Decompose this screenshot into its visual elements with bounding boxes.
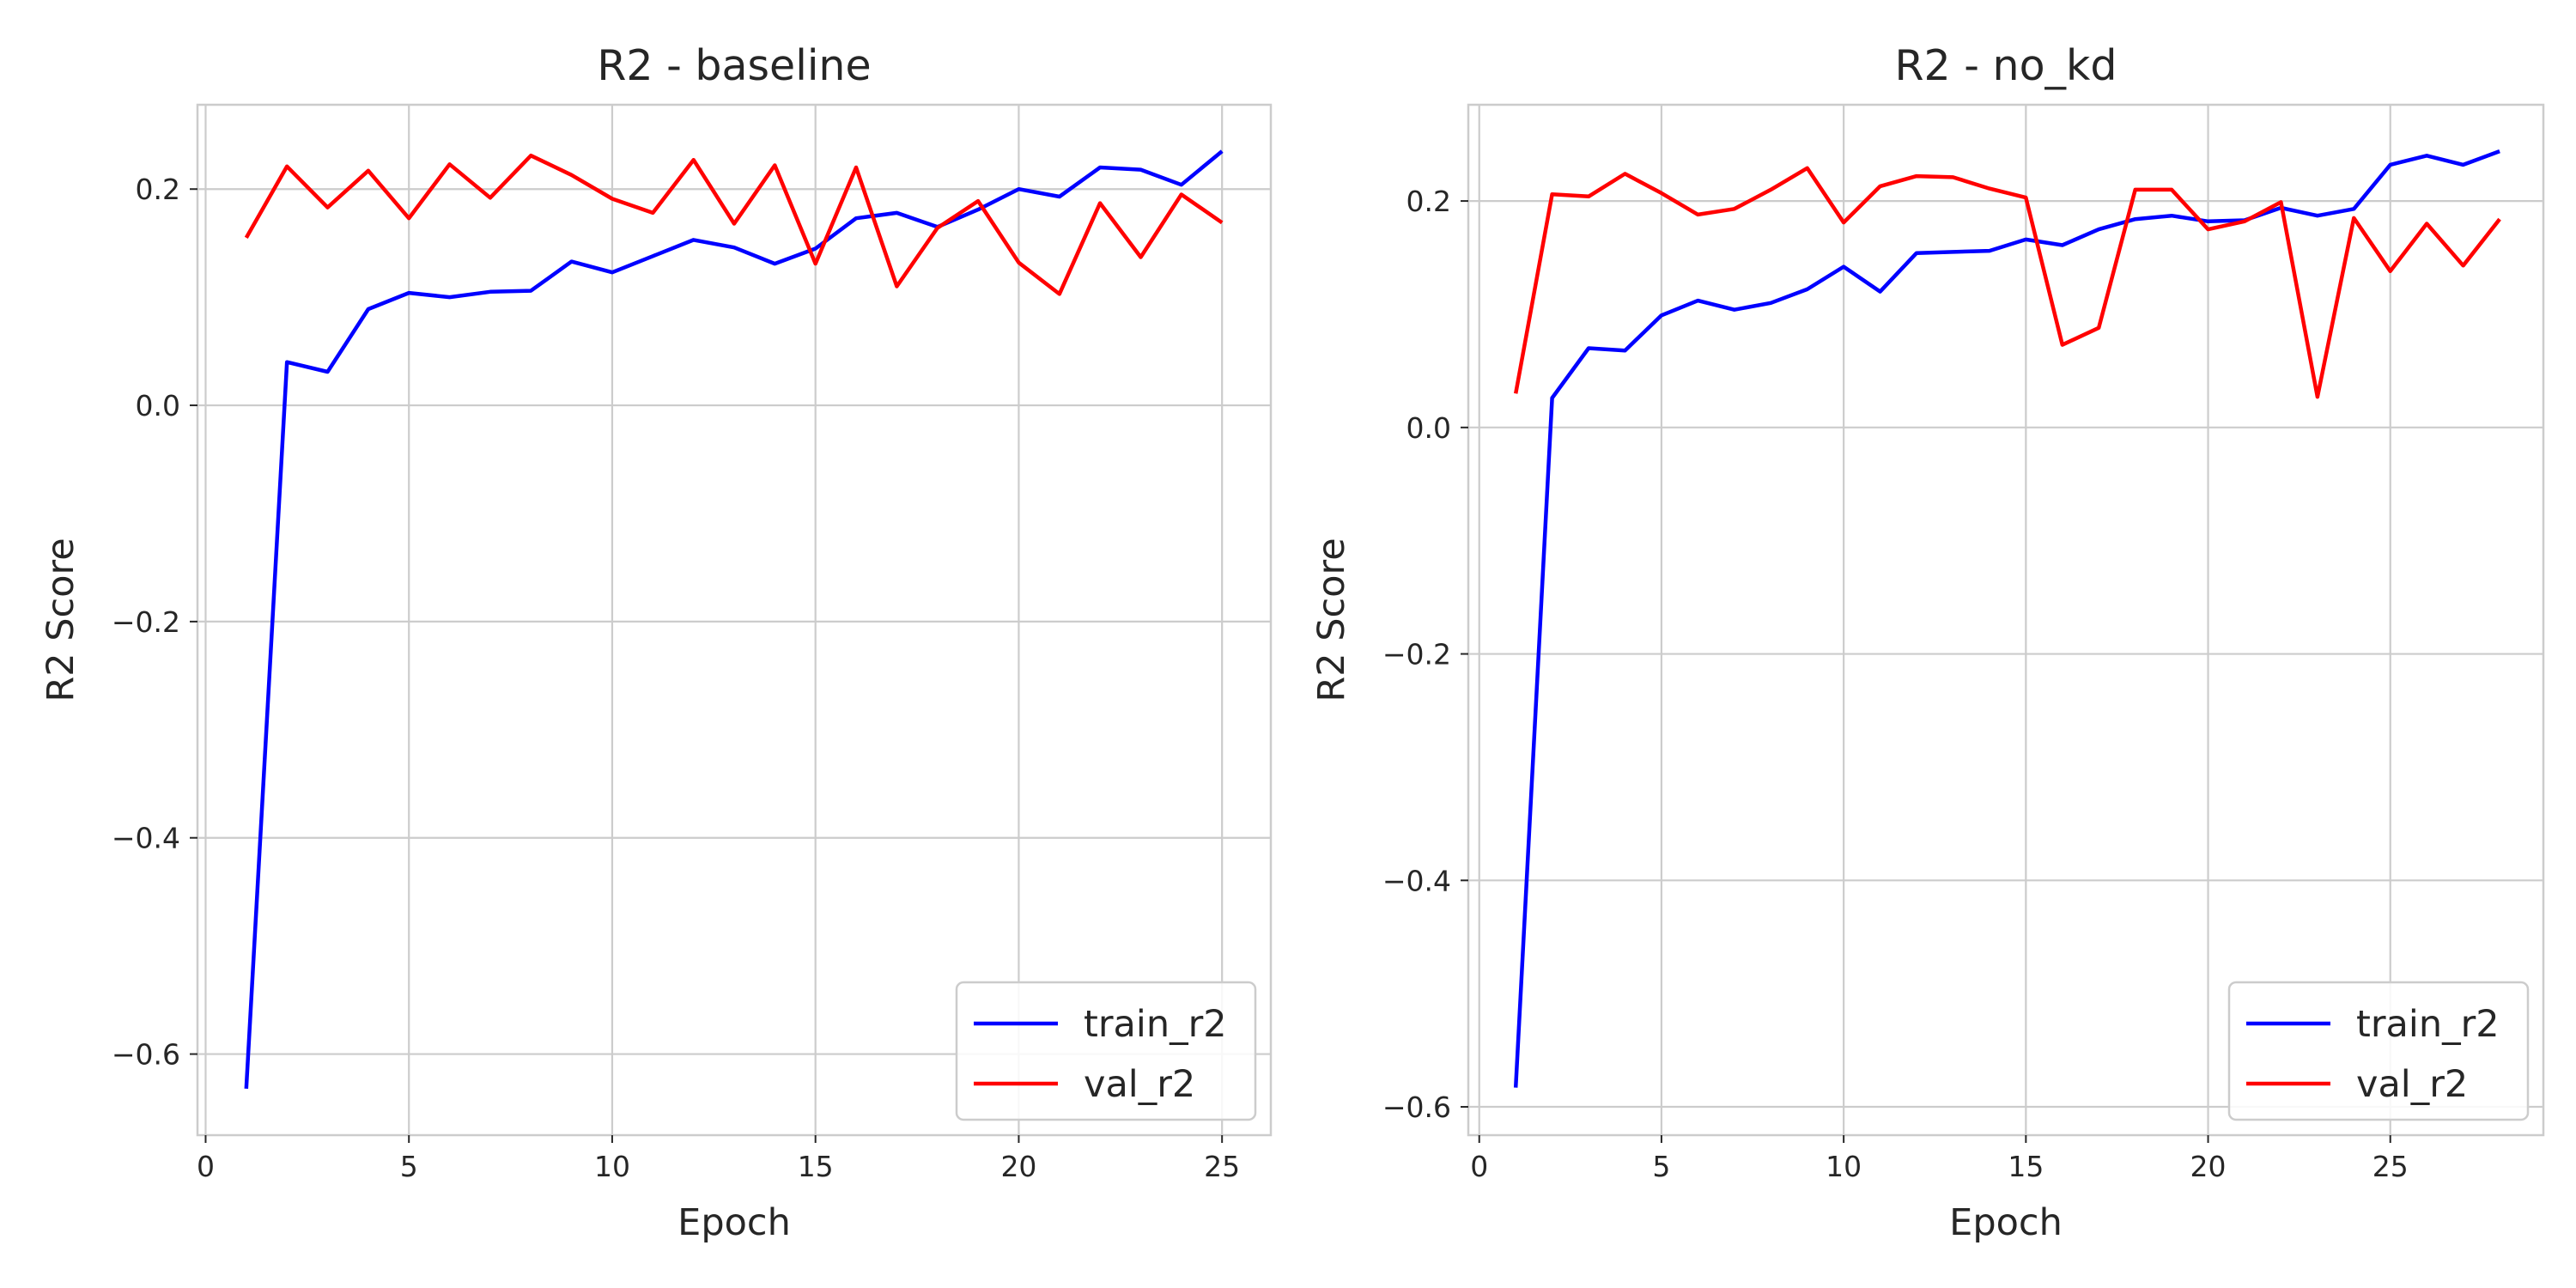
x-tick-label: 25 [1204,1150,1240,1183]
x-tick-label: 20 [1000,1150,1036,1183]
chart-title-no-kd: R2 - no_kd [1894,41,2117,90]
y-tick-label: 0.2 [136,173,180,206]
y-tick-label: 0.2 [1406,185,1451,218]
x-tick-label: 15 [798,1150,834,1183]
chart-title-baseline: R2 - baseline [597,41,871,90]
series-line-train-r2 [1513,149,2500,1088]
legend-label-train-r2: train_r2 [2356,1003,2500,1046]
x-tick-label: 10 [594,1150,630,1183]
legend-label-val-r2: val_r2 [2356,1063,2468,1106]
plot-area-frame-baseline [196,103,1273,1137]
y-axis-label-baseline: R2 Score [39,538,82,702]
subplot-no-kd: 0 5 10 15 20 25−0.6−0.4−0.20.00.2 R2 - no_kd … [1310,41,2545,1244]
x-tick-label: 20 [2190,1150,2227,1183]
ticks-no-kd: 0 5 10 15 20 25 −0.6 −0.4 −0.2 0.0 0.2 [1382,185,2409,1183]
x-tick-label: 5 [1652,1150,1670,1183]
subplot-baseline: 0 5 10 15 20 25 −0.6 −0.4 −0.2 0.0 0.2 R2 - baseli… [39,41,1273,1244]
y-tick-label: −0.6 [112,1038,180,1072]
x-tick-label: 10 [1826,1150,1862,1183]
y-tick-label: −0.2 [112,605,180,639]
series-line-val-r2 [244,153,1224,296]
y-tick-label: −0.2 [1382,638,1451,671]
series-layer-no-kd [1513,149,2501,1088]
x-tick-label: 15 [2008,1150,2044,1183]
x-axis-label-no-kd: Epoch [1949,1201,2063,1244]
y-tick-label: −0.6 [1382,1091,1451,1124]
y-tick-label: 0.0 [136,389,180,422]
series-layer-baseline [244,149,1224,1090]
x-tick-label: 25 [2372,1150,2409,1183]
y-tick-label: 0.0 [1406,411,1451,445]
y-tick-label: −0.4 [112,822,180,855]
y-axis-label-no-kd: R2 Score [1310,538,1353,702]
x-tick-label: 0 [197,1150,215,1183]
x-axis-label-baseline: Epoch [677,1201,791,1244]
legend-label-train-r2: train_r2 [1084,1003,1227,1046]
legend-baseline: train_r2 val_r2 [955,981,1257,1121]
x-tick-label: 5 [400,1150,418,1183]
ticks-baseline: 0 5 10 15 20 25 −0.6 −0.4 −0.2 0.0 0.2 [112,173,1240,1183]
series-line-train-r2 [244,149,1224,1090]
y-tick-label: −0.4 [1382,864,1451,897]
grid-baseline [197,105,1271,1135]
legend-no-kd: train_r2 val_r2 [2227,981,2530,1121]
series-line-val-r2 [1513,166,2501,399]
x-tick-label: 0 [1470,1150,1488,1183]
legend-label-val-r2: val_r2 [1084,1063,1195,1106]
plot-area-frame-no-kd [1467,103,2545,1137]
